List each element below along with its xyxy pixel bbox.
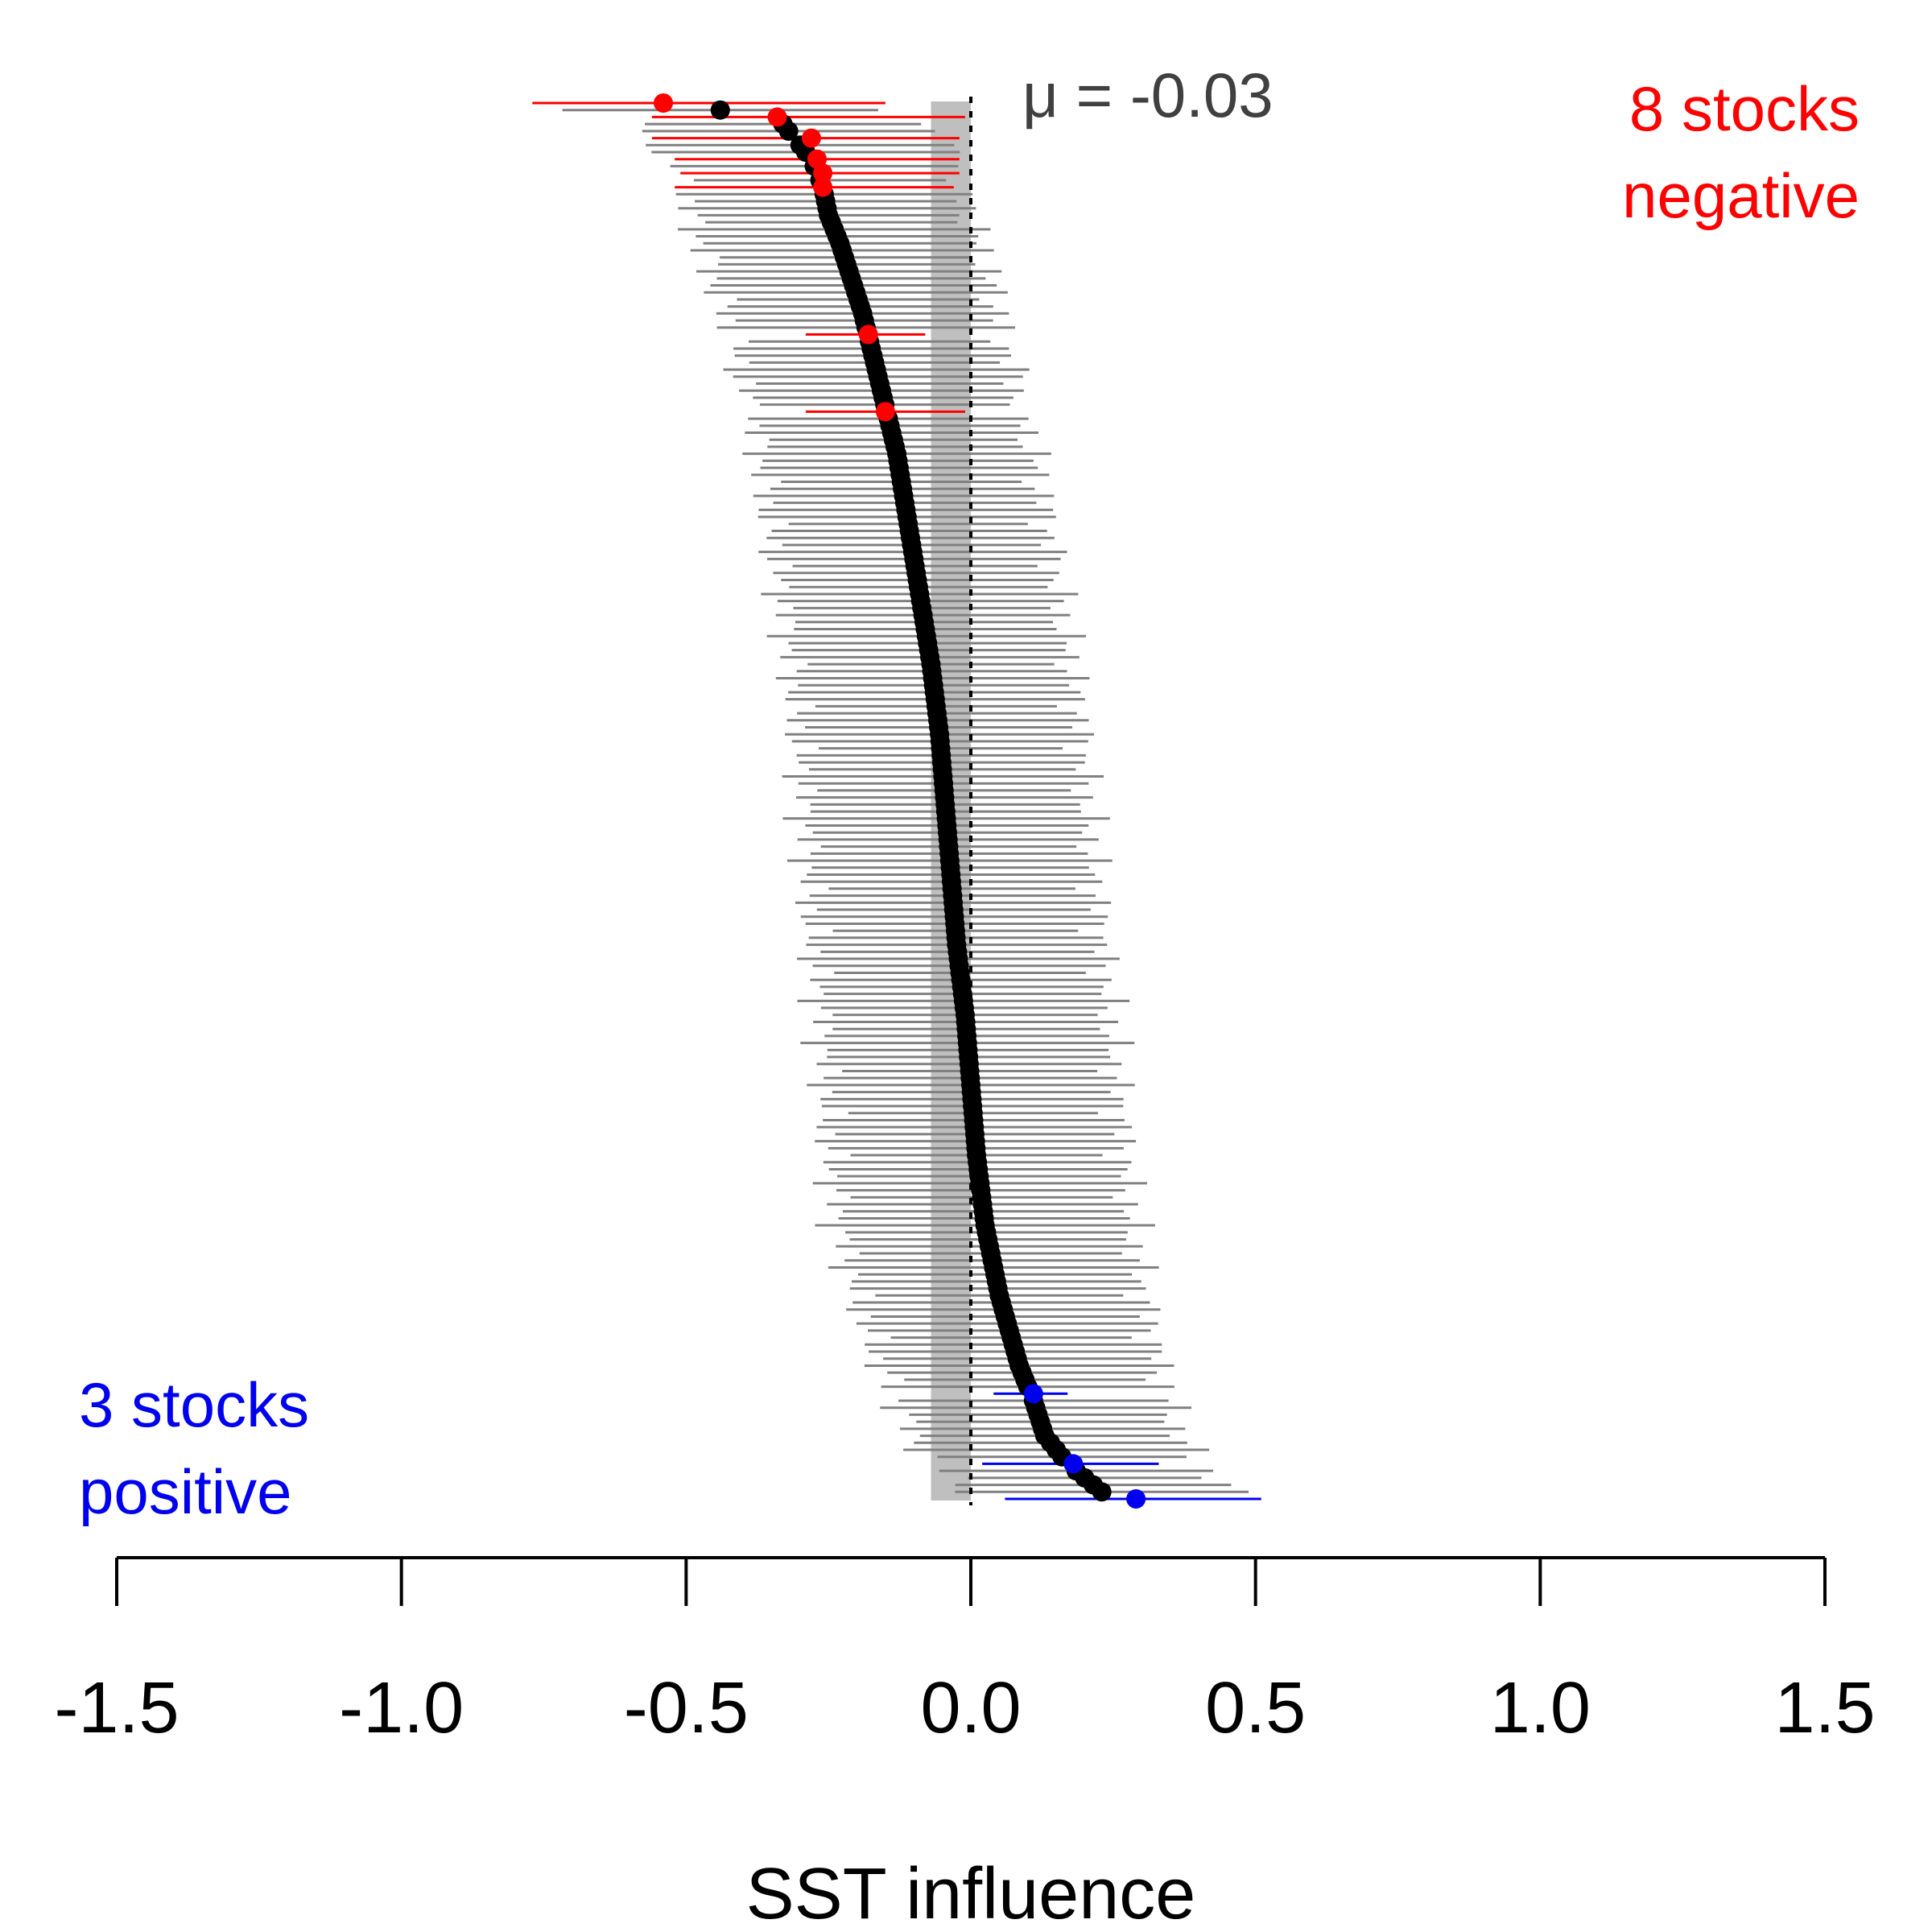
mean-label: μ = -0.03 xyxy=(1022,60,1274,130)
negative-estimate-point xyxy=(858,324,878,345)
negative-estimate-point xyxy=(801,128,821,148)
estimate-point xyxy=(778,121,799,141)
negative-estimate-point xyxy=(813,163,833,184)
positive-count-label: 3 stocks xyxy=(79,1369,309,1440)
x-axis: -1.5 -1.0 -0.5 0.0 0.5 1.0 1.5 xyxy=(54,1556,1876,1748)
estimate-point xyxy=(710,100,730,120)
x-tick-label: 0.0 xyxy=(920,1668,1021,1748)
x-tick-label: -0.5 xyxy=(624,1668,749,1748)
positive-estimate-point xyxy=(1126,1489,1146,1509)
positive-label: positive xyxy=(79,1456,291,1527)
negative-label: negative xyxy=(1622,160,1860,231)
x-axis-title: SST influence xyxy=(746,1854,1196,1932)
negative-estimate-point xyxy=(875,402,895,422)
x-tick-label: 1.5 xyxy=(1774,1668,1875,1748)
positive-estimate-point xyxy=(1023,1384,1043,1404)
x-tick-label: -1.5 xyxy=(54,1668,179,1748)
negative-estimate-point xyxy=(654,93,674,113)
negative-estimate-point xyxy=(767,107,787,127)
point-layer xyxy=(654,93,1146,1509)
negative-count-label: 8 stocks xyxy=(1629,73,1860,144)
interval-layer xyxy=(532,101,1261,1501)
positive-estimate-point xyxy=(1063,1454,1084,1474)
estimate-point xyxy=(1092,1482,1112,1502)
x-tick-label: 0.5 xyxy=(1205,1668,1306,1748)
x-tick-label: -1.0 xyxy=(339,1668,464,1748)
x-tick-label: 1.0 xyxy=(1490,1668,1591,1748)
negative-estimate-point xyxy=(813,177,833,197)
